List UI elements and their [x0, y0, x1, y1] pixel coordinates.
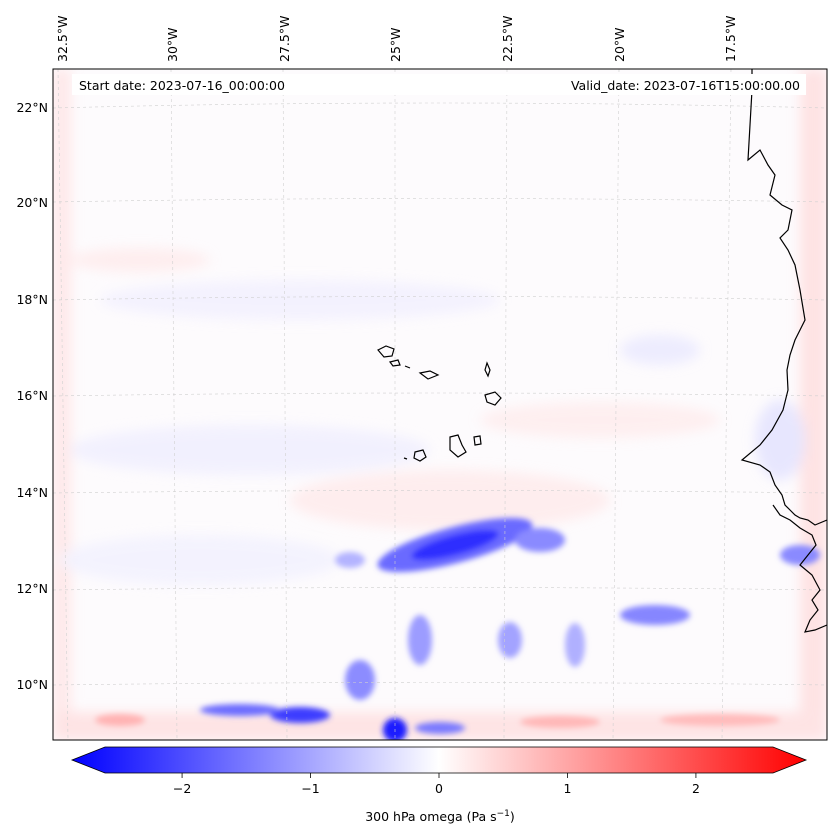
lon-label: 27.5°W [277, 16, 292, 62]
longitude-labels: 32.5°W 30°W 27.5°W 25°W 22.5°W 20°W 17.5… [55, 16, 738, 62]
header-box [72, 74, 806, 95]
lon-label: 22.5°W [500, 16, 515, 62]
omega-field [53, 69, 827, 740]
map-panel [53, 69, 827, 740]
lon-label: 20°W [612, 27, 627, 62]
map-frame [52, 68, 828, 741]
african-coastline [740, 69, 827, 526]
cape-verde-islands [377, 345, 502, 462]
lon-label: 25°W [388, 27, 403, 62]
lat-label: 16°N [16, 388, 48, 403]
latitude-labels: 22°N 20°N 18°N 16°N 14°N 12°N 10°N [16, 100, 48, 692]
colorbar-title-main: 300 hPa omega (Pa s [365, 809, 496, 824]
colorbar: −2 −1 0 1 2 300 hPa omega (Pa s−1) [70, 746, 808, 824]
colorbar-tick-label: −2 [173, 781, 191, 796]
lat-label: 18°N [16, 292, 48, 307]
colorbar-tick-label: 0 [435, 781, 443, 796]
colorbar-title-exponent: −1 [497, 809, 510, 819]
colorbar-tick-label: 2 [692, 781, 700, 796]
start-date-label: Start date: 2023-07-16_00:00:00 [79, 78, 285, 93]
guinea-coastline [772, 504, 827, 633]
valid-date-label: Valid_date: 2023-07-16T15:00:00.00 [571, 78, 800, 93]
colorbar-ticks: −2 −1 0 1 2 [173, 773, 700, 796]
lon-label: 32.5°W [55, 16, 70, 62]
lon-label: 30°W [165, 27, 180, 62]
colorbar-tick-label: 1 [563, 781, 571, 796]
colorbar-body [70, 746, 808, 774]
lat-label: 22°N [16, 100, 48, 115]
lon-label: 17.5°W [723, 16, 738, 62]
lat-label: 10°N [16, 677, 48, 692]
lat-label: 12°N [16, 581, 48, 596]
colorbar-tick-label: −1 [301, 781, 319, 796]
gridlines [53, 69, 827, 740]
lat-label: 14°N [16, 485, 48, 500]
colorbar-title: 300 hPa omega (Pa s−1) [365, 809, 515, 824]
lat-label: 20°N [16, 195, 48, 210]
colorbar-title-end: ) [510, 809, 515, 824]
